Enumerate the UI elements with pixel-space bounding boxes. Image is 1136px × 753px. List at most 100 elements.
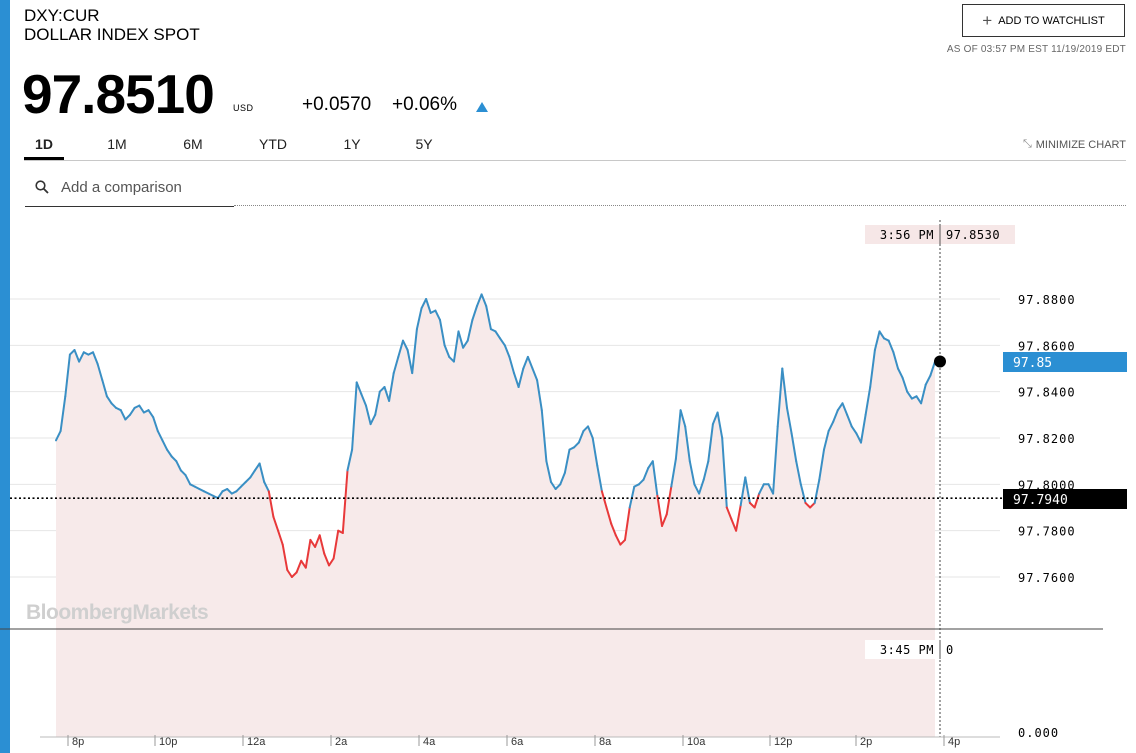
price-segment-up [147, 409, 155, 419]
as-of-timestamp: AS OF 03:57 PM EST 11/19/2019 EDT [946, 44, 1126, 55]
price-segment-up [425, 298, 432, 314]
price-segment-up [235, 485, 243, 493]
minimize-chart-button[interactable]: ⤡ MINIMIZE CHART [1023, 138, 1126, 151]
comparison-search [25, 168, 234, 207]
cursor-bottom-box [865, 640, 960, 659]
price-segment-up [522, 355, 529, 370]
minimize-label: MINIMIZE CHART [1035, 138, 1126, 151]
x-tick-label: 2a [335, 736, 348, 748]
price-segment-up [906, 390, 913, 400]
price-segment-up [73, 349, 81, 363]
x-tick-label: 10a [687, 736, 706, 748]
tabs-divider [24, 160, 1126, 161]
price-segment-up [96, 362, 104, 382]
price-segment-up [841, 402, 849, 416]
price-segment-up [346, 448, 354, 472]
y-tick-label: 97.8200 [1018, 432, 1076, 446]
price-segment-down [730, 518, 738, 532]
price-segment-down [605, 506, 613, 525]
price-segment-up [452, 330, 460, 363]
price-segment-up [855, 432, 862, 444]
price-segment-up [365, 404, 372, 426]
y-tick-label: 97.7600 [1018, 571, 1076, 585]
price-segment-up [406, 349, 414, 375]
tab-6m[interactable]: 6M [183, 136, 203, 152]
price-segment-up [873, 330, 881, 351]
price-segment-down [290, 571, 298, 578]
tab-1d[interactable]: 1D [24, 133, 64, 160]
price-segment-down [656, 494, 663, 527]
watchlist-label: ADD TO WATCHLIST [998, 14, 1105, 27]
cursor-top-value: 97.8530 [946, 228, 1000, 242]
price-segment-up [772, 425, 779, 495]
tab-1y[interactable]: 1Y [343, 136, 361, 152]
price-segment-up [878, 330, 886, 340]
price-segment-up [439, 318, 446, 347]
price-segment-down [309, 538, 317, 548]
price-segment-up [249, 469, 256, 479]
price-segment-down [735, 504, 742, 532]
cursor-bottom-tooltip: 3:45 PM 0 [865, 640, 960, 659]
time-range-tabs: 1D 1M 6M YTD 1Y 5Y [24, 133, 444, 161]
price-segment-up [101, 379, 108, 398]
price-area [56, 294, 935, 737]
price-segment-up [674, 409, 682, 460]
price-segment-up [184, 474, 192, 486]
price-segment-up [739, 476, 747, 507]
plus-icon: + [982, 11, 993, 30]
price-segment-up [596, 464, 603, 493]
price-segment-up [707, 423, 714, 463]
last-price: 97.8510 [22, 63, 215, 125]
tab-5y[interactable]: 5Y [415, 136, 433, 152]
current-value-box [1003, 352, 1127, 372]
price-segment-up [897, 367, 904, 379]
current-value-tag: 97.85 [1003, 352, 1127, 372]
price-segment-down [619, 538, 626, 546]
price-segment-up [711, 411, 719, 426]
price-segment-up [540, 409, 548, 463]
ticker-symbol: DXY:CUR [24, 6, 100, 25]
tab-1m[interactable]: 1M [107, 136, 127, 152]
price-segment-down [281, 543, 289, 571]
price-segment-up [64, 353, 71, 398]
price-segment-up [513, 372, 520, 388]
price-segment-up [170, 455, 178, 463]
price-segment-up [536, 379, 543, 412]
cursor-bottom-value: 0 [946, 643, 953, 657]
currency-label: USD [233, 103, 254, 113]
price-segment-up [850, 425, 858, 435]
price-segment-up [397, 339, 404, 358]
price-segment-up [628, 485, 636, 509]
price-segment-up [434, 309, 441, 321]
price-segment-up [688, 460, 696, 486]
comparison-input[interactable] [59, 177, 233, 197]
price-segment-up [129, 406, 136, 416]
x-tick-label: 6a [511, 736, 524, 748]
price-segment-up [402, 339, 409, 351]
price-segment-down [318, 534, 326, 555]
price-segment-up [582, 425, 589, 433]
current-point [934, 355, 946, 368]
price-segment-up [864, 386, 872, 416]
price-segment-up [776, 367, 784, 428]
price-segment-up [466, 318, 474, 342]
y-tick-label: 97.8400 [1018, 386, 1076, 400]
price-segment-up [175, 460, 182, 472]
x-tick-label: 8a [599, 736, 612, 748]
price-segment-up [156, 430, 164, 442]
price-segment-up [684, 425, 691, 463]
current-value-label: 97.85 [1013, 356, 1052, 371]
tab-ytd[interactable]: YTD [259, 136, 287, 152]
price-segment-up [78, 351, 85, 363]
x-tick-label: 8p [72, 736, 84, 748]
price-segment-up [790, 432, 798, 463]
price-segment-down [753, 492, 761, 509]
price-segment-up [517, 367, 525, 388]
x-tick-label: 12a [247, 736, 266, 748]
price-chart[interactable]: 97.8800 97.8600 97.8400 97.8200 97.8000 97.78… [0, 205, 1136, 753]
price-segment-up [240, 481, 247, 488]
price-segment-up [374, 390, 381, 416]
add-to-watchlist-button[interactable]: + ADD TO WATCHLIST [962, 4, 1125, 37]
price-segment-up [253, 462, 261, 472]
price-segment-up [651, 460, 659, 497]
